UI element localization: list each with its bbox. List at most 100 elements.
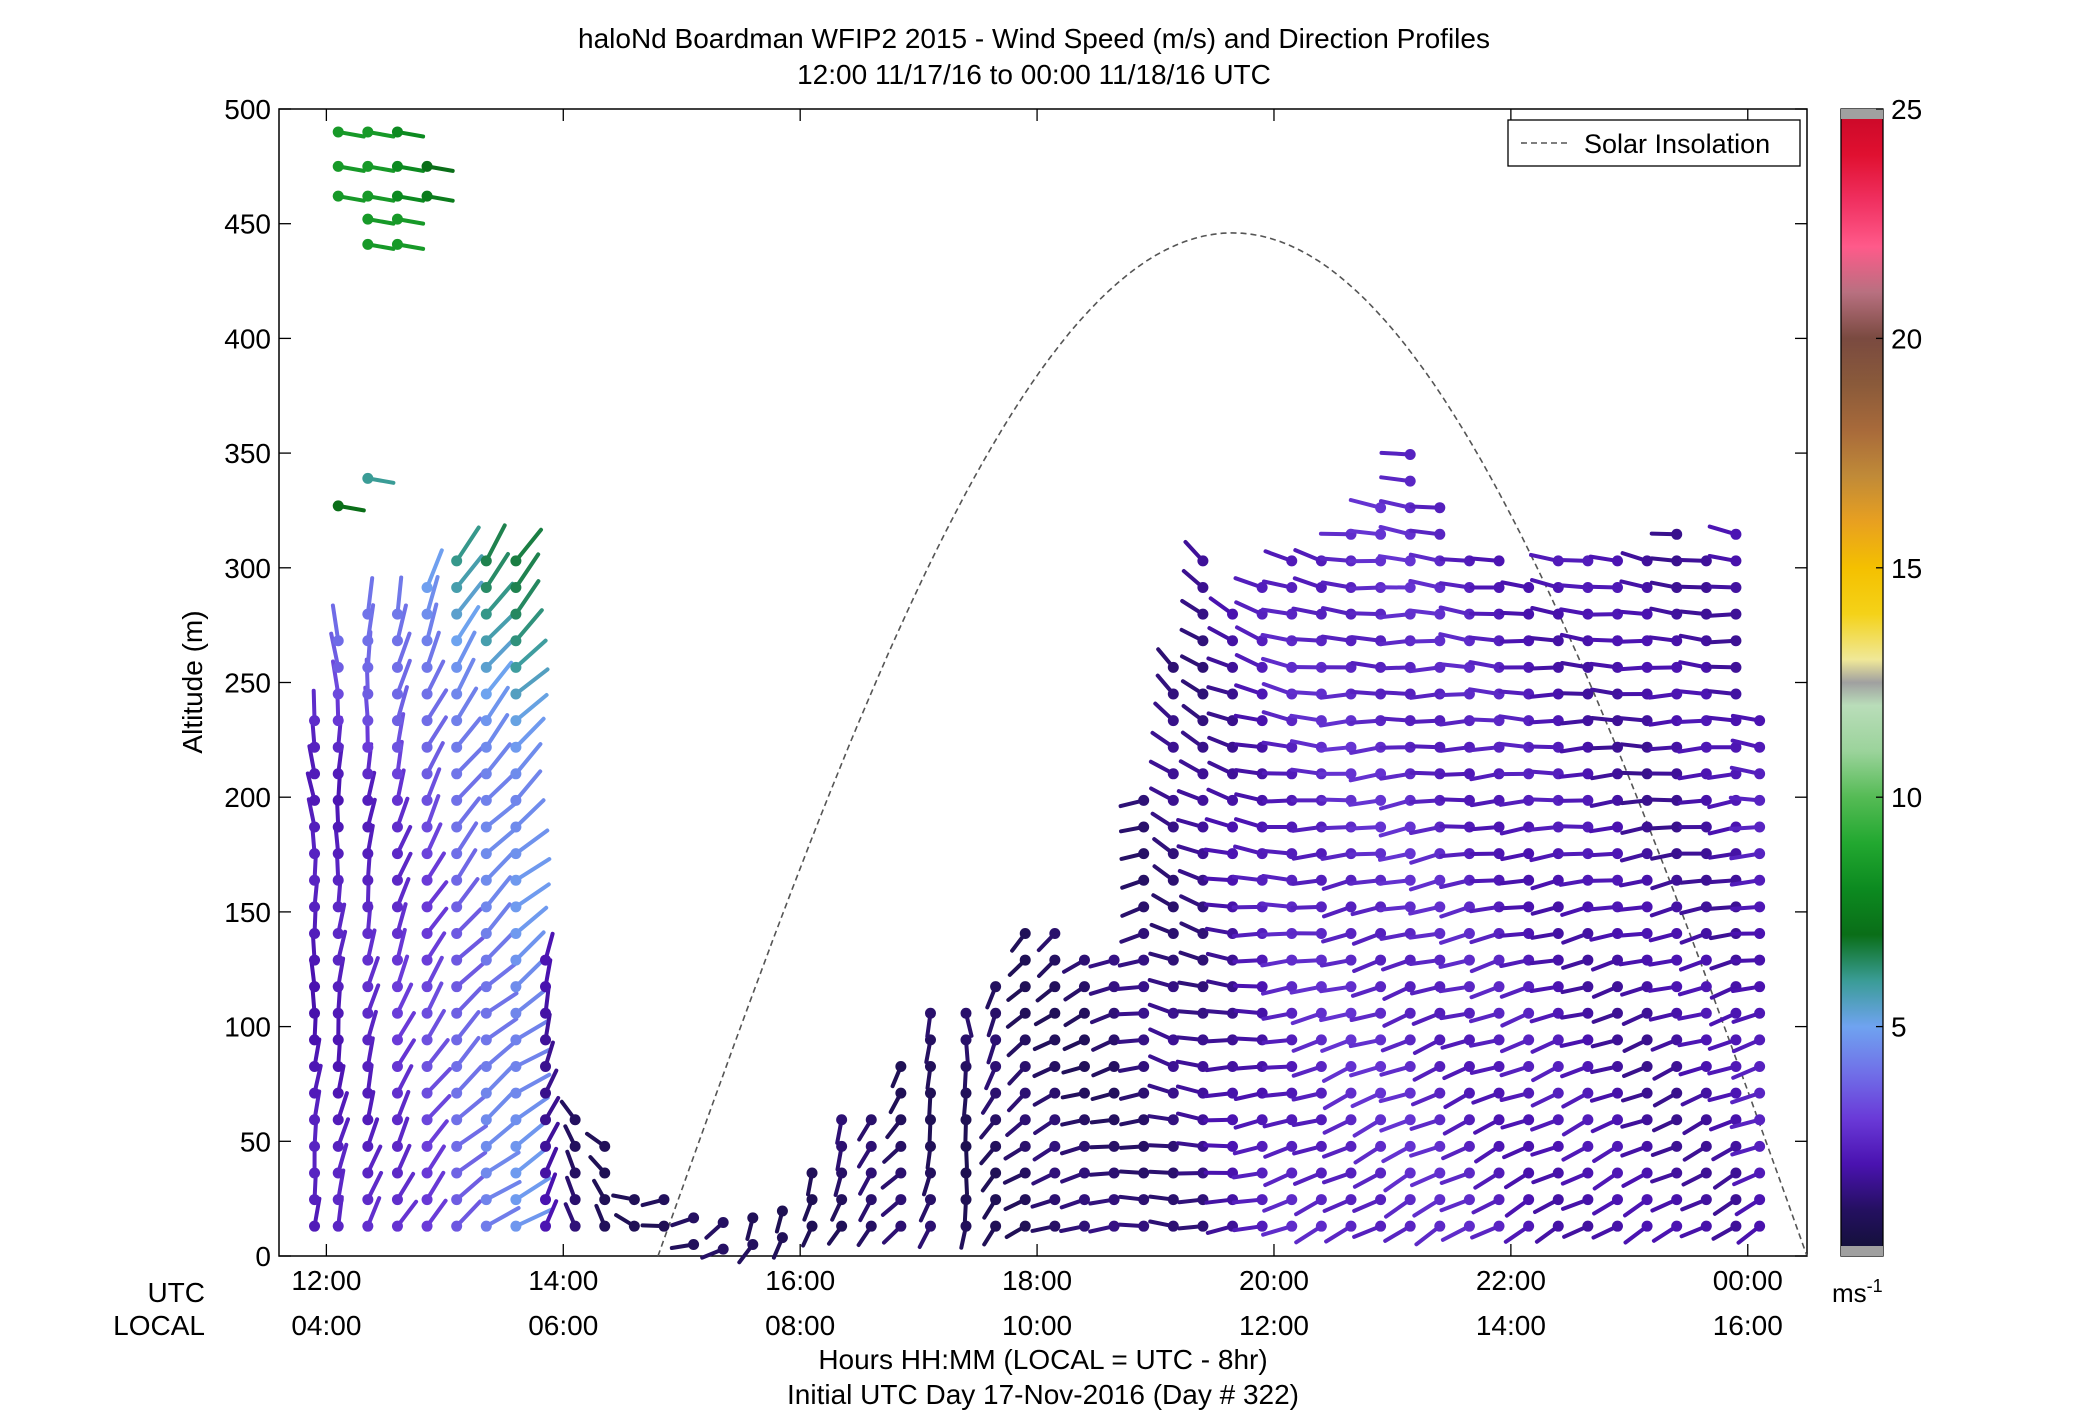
wind-barb-head	[990, 1034, 1002, 1046]
wind-barb-head	[1730, 1087, 1742, 1099]
wind-barb-head	[421, 874, 433, 886]
wind-barb-head	[1754, 1061, 1766, 1073]
wind-barb-head	[540, 1087, 552, 1099]
colorbar-bottom-cap	[1841, 1246, 1883, 1256]
wind-barb-shaft	[484, 523, 507, 563]
wind-barb-head	[421, 1220, 433, 1232]
wind-barb-head	[1523, 582, 1535, 594]
wind-barb-head	[1700, 555, 1712, 567]
wind-barb-head	[1019, 981, 1031, 993]
wind-barb-head	[391, 1194, 403, 1206]
wind-barb-head	[332, 927, 344, 939]
wind-barb-head	[1754, 1167, 1766, 1179]
wind-barb-head	[332, 1087, 344, 1099]
wind-barb-head	[1286, 1087, 1298, 1099]
wind-barb-head	[362, 741, 374, 753]
wind-barb-head	[1167, 1114, 1179, 1126]
wind-barb-head	[480, 954, 492, 966]
wind-barb-shaft	[513, 716, 546, 750]
wind-barb-head	[1375, 1087, 1387, 1099]
wind-barb-head	[1227, 848, 1239, 860]
wind-barb-head	[1108, 1167, 1120, 1179]
wind-barb-head	[451, 688, 463, 700]
x-tick-label-local: 06:00	[528, 1310, 598, 1341]
wind-barb-head	[1641, 608, 1653, 620]
wind-barb-head	[1078, 1034, 1090, 1046]
wind-barb-head	[421, 1194, 433, 1206]
wind-barb-head	[309, 1114, 321, 1126]
wind-barb-head	[451, 1087, 463, 1099]
wind-barb-head	[1256, 582, 1268, 594]
wind-barb-head	[1700, 1007, 1712, 1019]
y-tick-label: 0	[255, 1241, 271, 1272]
colorbar-unit-exponent: -1	[1867, 1276, 1883, 1296]
wind-barb-head	[421, 688, 433, 700]
wind-barb-head	[1019, 1167, 1031, 1179]
wind-barb-head	[1552, 635, 1564, 647]
wind-barb-head	[451, 1114, 463, 1126]
wind-barb-head	[1671, 954, 1683, 966]
wind-barb-head	[1167, 768, 1179, 780]
wind-barb-head	[1315, 954, 1327, 966]
wind-barb-shaft	[484, 875, 513, 909]
legend: Solar Insolation	[1507, 119, 1801, 167]
wind-barb-head	[1493, 1220, 1505, 1232]
wind-barb-head	[1641, 661, 1653, 673]
wind-barb-head	[1463, 1220, 1475, 1232]
wind-barb-head	[895, 1140, 907, 1152]
wind-barb-head	[1108, 954, 1120, 966]
wind-barb-head	[1138, 1087, 1150, 1099]
wind-barb-head	[1108, 981, 1120, 993]
wind-barb-head	[1493, 954, 1505, 966]
wind-barb-head	[1049, 1140, 1061, 1152]
wind-barb-head	[1375, 794, 1387, 806]
wind-barb-head	[1227, 1114, 1239, 1126]
wind-barb-head	[1671, 1034, 1683, 1046]
wind-barb-head	[451, 715, 463, 727]
wind-barb-head	[1611, 1114, 1623, 1126]
wind-barb-head	[421, 160, 433, 172]
wind-barb-head	[391, 1114, 403, 1126]
wind-barb-head	[960, 1220, 972, 1232]
wind-barb-head	[1700, 1114, 1712, 1126]
wind-barb-head	[1138, 1220, 1150, 1232]
wind-barb-head	[421, 954, 433, 966]
wind-barb-head	[1375, 821, 1387, 833]
wind-barb-head	[1108, 1114, 1120, 1126]
wind-barb-head	[599, 1220, 611, 1232]
x-tick-label-local: 12:00	[1239, 1310, 1309, 1341]
wind-barb-head	[510, 1087, 522, 1099]
wind-barb-head	[1582, 768, 1594, 780]
wind-barbs	[305, 126, 1766, 1265]
wind-barb-head	[540, 954, 552, 966]
wind-barb-head	[1108, 1034, 1120, 1046]
x-axis-label-day: Initial UTC Day 17-Nov-2016 (Day # 322)	[787, 1379, 1299, 1410]
wind-barb-head	[1611, 1194, 1623, 1206]
wind-barb-head	[391, 794, 403, 806]
wind-barb-head	[1138, 1007, 1150, 1019]
wind-barb-head	[1345, 954, 1357, 966]
wind-barb-head	[332, 848, 344, 860]
wind-barb-head	[1523, 1114, 1535, 1126]
wind-barb-head	[1256, 1194, 1268, 1206]
wind-barb-head	[1256, 1007, 1268, 1019]
wind-barb-head	[1671, 1140, 1683, 1152]
wind-barb-head	[1754, 1087, 1766, 1099]
wind-barb-head	[362, 874, 374, 886]
wind-barb-shaft	[330, 603, 341, 643]
wind-barb-shaft	[425, 1067, 452, 1096]
wind-barb-head	[332, 1140, 344, 1152]
wind-barb-shaft	[454, 821, 479, 856]
wind-barb-head	[1286, 1140, 1298, 1152]
wind-barb-head	[960, 1140, 972, 1152]
wind-barb-head	[1404, 821, 1416, 833]
wind-barb-shaft	[484, 1090, 515, 1122]
wind-barb-head	[332, 1061, 344, 1073]
wind-barb-head	[480, 794, 492, 806]
wind-barb-head	[1227, 635, 1239, 647]
wind-barb-head	[332, 768, 344, 780]
wind-barb-head	[1463, 848, 1475, 860]
wind-barb-head	[309, 768, 321, 780]
wind-barb-head	[1197, 927, 1209, 939]
wind-barb-shaft	[513, 527, 543, 563]
